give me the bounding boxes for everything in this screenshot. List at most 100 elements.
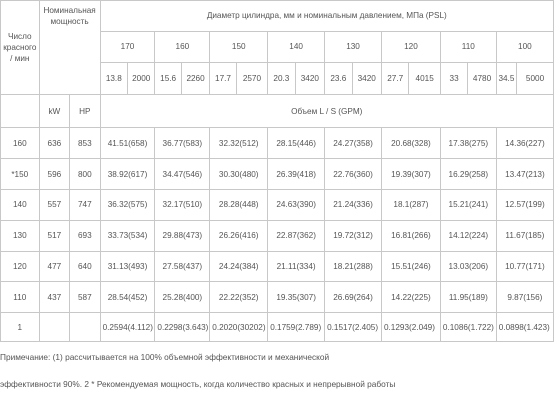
volume-cell: 26.26(416): [209, 219, 269, 252]
cylinder-diameter: 170: [99, 30, 156, 63]
power-kw: 477: [38, 250, 71, 283]
volume-cell: 31.13(493): [99, 250, 156, 283]
volume-cell: 20.68(328): [380, 127, 441, 160]
volume-cell: 29.88(473): [154, 219, 211, 252]
volume-cell: 22.22(352): [209, 281, 269, 314]
table-row: 140 557 747 36.32(575) 32.17(510) 28.28(…: [0, 188, 554, 221]
volume-cell: 0.1086(1.722): [439, 312, 497, 342]
footnote-line-2: эффективности 90%. 2 * Рекомендуемая мощ…: [0, 379, 396, 389]
volume-cell: 14.36(227): [495, 127, 554, 160]
pressure-psi: 2000: [126, 61, 156, 96]
power-kw: [38, 312, 71, 342]
pressure-psi: 2570: [235, 61, 269, 96]
pressure-mpa: 23.6: [324, 61, 353, 96]
volume-cell: 34.47(546): [154, 158, 211, 190]
volume-cell: 32.32(512): [209, 127, 269, 160]
volume-cell: 13.47(213): [495, 158, 554, 190]
header-kw: kW: [38, 94, 71, 129]
cylinder-diameter: 160: [154, 30, 211, 63]
table-row: *150 596 800 38.92(617) 34.47(546) 30.30…: [0, 158, 554, 190]
volume-cell: 19.39(307): [380, 158, 441, 190]
volume-cell: 12.57(199): [495, 188, 554, 221]
pressure-mpa: 33: [439, 61, 469, 96]
table-row: 120 477 640 31.13(493) 27.58(437) 24.24(…: [0, 250, 554, 283]
power-kw: 517: [38, 219, 71, 252]
header-pump-rate: Число красного / мин: [0, 0, 40, 96]
power-kw: 557: [38, 188, 71, 221]
volume-cell: 18.21(288): [324, 250, 382, 283]
pressure-mpa: 27.7: [380, 61, 410, 96]
volume-cell: 41.51(658): [99, 127, 156, 160]
power-hp: 747: [69, 188, 101, 221]
pressure-psi: 2260: [180, 61, 211, 96]
volume-cell: 19.35(307): [267, 281, 326, 314]
cylinder-diameter-row: 170 160 150 140 130 120 110 100: [1, 30, 554, 63]
volume-cell: 9.87(156): [495, 281, 554, 314]
pressure-row: 13.8 2000 15.6 2260 17.7 2570 20.3 3420 …: [1, 61, 554, 96]
pressure-mpa: 13.8: [99, 61, 129, 96]
volume-cell: 15.51(246): [380, 250, 441, 283]
volume-cell: 25.28(400): [154, 281, 211, 314]
power-hp: [69, 312, 101, 342]
volume-cell: 0.2298(3.643): [154, 312, 211, 342]
pump-rate: *150: [0, 158, 40, 190]
volume-cell: 32.17(510): [154, 188, 211, 221]
power-hp: 693: [69, 219, 101, 252]
cylinder-diameter: 150: [209, 30, 269, 63]
power-hp: 587: [69, 281, 101, 314]
volume-cell: 30.30(480): [209, 158, 269, 190]
power-kw: 437: [38, 281, 71, 314]
header-volume: Объем L / S (GPM): [99, 94, 554, 129]
volume-cell: 28.15(446): [267, 127, 326, 160]
header-rated-power: Номинальная мощность: [38, 0, 101, 96]
volume-cell: 26.69(264): [324, 281, 382, 314]
volume-cell: 17.38(275): [439, 127, 497, 160]
volume-cell: 36.32(575): [99, 188, 156, 221]
volume-cell: 10.77(171): [495, 250, 554, 283]
pump-spec-table: Число красного / мин Номинальная мощност…: [0, 0, 554, 342]
cylinder-diameter: 100: [495, 30, 554, 63]
volume-cell: 22.87(362): [267, 219, 326, 252]
volume-cell: 24.24(384): [209, 250, 269, 283]
volume-cell: 0.1517(2.405): [324, 312, 382, 342]
footnote-line-1: Примечание: (1) рассчитывается на 100% о…: [0, 352, 330, 362]
volume-cell: 13.03(206): [439, 250, 497, 283]
pump-rate: 140: [0, 188, 40, 221]
power-kw: 596: [38, 158, 71, 190]
volume-cell: 24.27(358): [324, 127, 382, 160]
power-hp: 800: [69, 158, 101, 190]
volume-cell: 26.39(418): [267, 158, 326, 190]
volume-cell: 16.81(266): [380, 219, 441, 252]
table-row: 130 517 693 33.73(534) 29.88(473) 26.26(…: [0, 219, 554, 252]
header-diameter-title: Диаметр цилиндра, мм и номинальным давле…: [99, 0, 554, 32]
pressure-psi: 4015: [408, 61, 441, 96]
power-hp: 853: [69, 127, 101, 160]
volume-cell: 18.1(287): [380, 188, 441, 221]
pressure-mpa: 15.6: [154, 61, 182, 96]
volume-cell: 14.12(224): [439, 219, 497, 252]
pump-rate: 110: [0, 281, 40, 314]
cylinder-diameter: 120: [380, 30, 441, 63]
pressure-psi: 3420: [351, 61, 382, 96]
cylinder-diameter: 130: [324, 30, 382, 63]
volume-cell: 21.24(336): [324, 188, 382, 221]
power-kw: 636: [38, 127, 71, 160]
volume-cell: 22.76(360): [324, 158, 382, 190]
pressure-psi: 3420: [294, 61, 326, 96]
pressure-psi: 5000: [516, 61, 554, 96]
pressure-mpa: 20.3: [267, 61, 296, 96]
pressure-mpa: 34.5: [495, 61, 518, 96]
volume-cell: 28.54(452): [99, 281, 156, 314]
volume-cell: 21.11(334): [267, 250, 326, 283]
header-hp: HP: [69, 94, 101, 129]
pressure-psi: 4780: [467, 61, 497, 96]
pump-rate: 120: [0, 250, 40, 283]
pump-rate: 1: [0, 312, 40, 342]
cylinder-diameter: 140: [267, 30, 326, 63]
table-row: 160 636 853 41.51(658) 36.77(583) 32.32(…: [0, 127, 554, 160]
volume-cell: 0.2020(30202): [209, 312, 269, 342]
volume-cell: 36.77(583): [154, 127, 211, 160]
pump-rate: 130: [0, 219, 40, 252]
volume-cell: 0.1759(2.789): [267, 312, 326, 342]
